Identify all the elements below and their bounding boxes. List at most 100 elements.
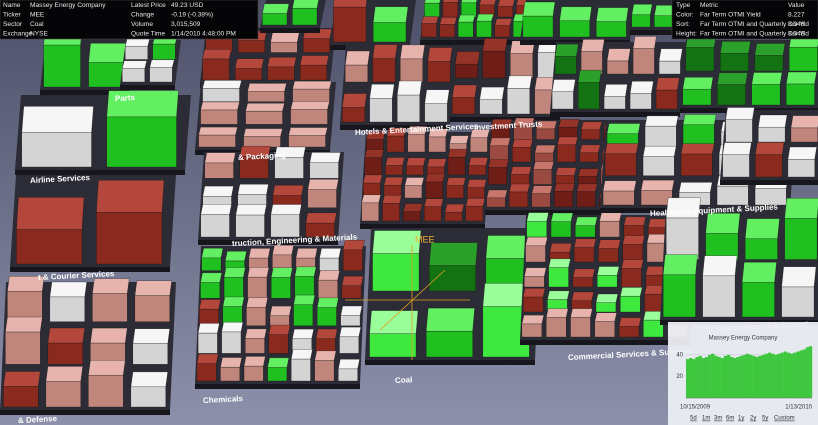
tile-top[interactable]	[784, 198, 818, 219]
tile-top[interactable]	[202, 80, 242, 89]
tile-front[interactable]	[45, 381, 81, 408]
tile-top[interactable]	[199, 299, 221, 310]
tile-front[interactable]	[751, 84, 781, 106]
tile-front[interactable]	[339, 336, 359, 354]
tile-top[interactable]	[290, 101, 330, 110]
tile-front[interactable]	[486, 197, 506, 208]
tile-front[interactable]	[88, 375, 124, 408]
tile-front[interactable]	[781, 286, 815, 318]
tile-top[interactable]	[682, 77, 714, 90]
tile-front[interactable]	[658, 60, 681, 75]
tile-front[interactable]	[202, 88, 240, 102]
tile-top[interactable]	[247, 83, 287, 92]
tile-top[interactable]	[369, 84, 395, 99]
tile-top[interactable]	[642, 146, 677, 157]
tile-top[interactable]	[406, 157, 426, 166]
tile-top[interactable]	[237, 184, 269, 195]
tile-top[interactable]	[629, 81, 654, 94]
tile-top[interactable]	[790, 115, 818, 129]
tile-top[interactable]	[658, 48, 683, 62]
tile-top[interactable]	[243, 128, 283, 137]
tile-front[interactable]	[479, 99, 503, 115]
tile-top[interactable]	[342, 240, 365, 250]
tile-top[interactable]	[293, 294, 316, 305]
tile-top[interactable]	[220, 357, 242, 368]
tile-top[interactable]	[202, 49, 232, 60]
tile-front[interactable]	[364, 157, 382, 176]
tile-top[interactable]	[200, 101, 240, 111]
tile-top[interactable]	[603, 84, 628, 97]
tile-top[interactable]	[318, 270, 340, 281]
tile-front[interactable]	[424, 2, 440, 18]
tile-top[interactable]	[460, 0, 478, 3]
tile-top[interactable]	[744, 218, 780, 239]
period-button[interactable]: 5y	[762, 416, 768, 422]
tile-front[interactable]	[204, 162, 234, 179]
tile-top[interactable]	[549, 243, 572, 253]
tile-top[interactable]	[341, 275, 364, 286]
tile-top[interactable]	[364, 149, 384, 158]
tile-top[interactable]	[531, 185, 553, 194]
tile-top[interactable]	[446, 177, 466, 186]
tile-top[interactable]	[554, 43, 579, 57]
tile-top[interactable]	[682, 114, 717, 125]
tile-top[interactable]	[362, 174, 383, 184]
tile-front[interactable]	[494, 25, 510, 38]
tile-top[interactable]	[755, 142, 785, 155]
tile-front[interactable]	[745, 238, 778, 260]
tile-front[interactable]	[292, 8, 318, 26]
tile-front[interactable]	[559, 20, 590, 38]
tile-front[interactable]	[268, 334, 289, 354]
tile-top[interactable]	[470, 129, 490, 138]
tile-front[interactable]	[596, 21, 627, 38]
tile-top[interactable]	[442, 0, 460, 3]
tile-top[interactable]	[457, 14, 476, 23]
tile-front[interactable]	[720, 53, 749, 72]
tile-top[interactable]	[754, 43, 786, 56]
tile-front[interactable]	[428, 136, 446, 153]
tile-front[interactable]	[267, 66, 295, 81]
tile-front[interactable]	[406, 165, 424, 176]
tile-top[interactable]	[361, 194, 381, 204]
tile-top[interactable]	[134, 280, 172, 296]
tile-top[interactable]	[468, 157, 489, 166]
tile-top[interactable]	[455, 51, 480, 65]
tile-front[interactable]	[290, 109, 328, 125]
tile-front[interactable]	[340, 315, 361, 326]
tile-top[interactable]	[579, 144, 601, 153]
tile-top[interactable]	[382, 195, 402, 204]
tile-top[interactable]	[576, 183, 598, 192]
tile-top[interactable]	[268, 324, 291, 335]
tile-front[interactable]	[742, 282, 775, 318]
tile-top[interactable]	[449, 135, 469, 144]
tile-front[interactable]	[786, 83, 815, 106]
tile-front[interactable]	[270, 42, 298, 53]
tile-top[interactable]	[316, 297, 339, 308]
tile-front[interactable]	[200, 282, 220, 299]
tile-front[interactable]	[488, 167, 507, 185]
tile-front[interactable]	[220, 367, 240, 382]
tile-top[interactable]	[507, 75, 532, 89]
tile-top[interactable]	[3, 371, 41, 387]
tile-front[interactable]	[386, 135, 405, 153]
tile-top[interactable]	[429, 242, 478, 266]
tile-front[interactable]	[716, 185, 749, 206]
tile-front[interactable]	[267, 367, 288, 382]
tile-front[interactable]	[243, 136, 281, 148]
tile-top[interactable]	[620, 287, 643, 297]
tile-top[interactable]	[149, 59, 175, 68]
tile-front[interactable]	[424, 206, 442, 222]
tile-front[interactable]	[309, 162, 339, 179]
tile-top[interactable]	[426, 158, 447, 168]
tile-front[interactable]	[345, 64, 368, 83]
tile-top[interactable]	[513, 117, 535, 127]
tile-front[interactable]	[784, 218, 818, 260]
tile-front[interactable]	[122, 68, 145, 83]
tile-front[interactable]	[342, 249, 363, 271]
tile-top[interactable]	[573, 238, 597, 248]
tile-front[interactable]	[623, 225, 644, 238]
tile-front[interactable]	[302, 38, 330, 53]
tile-front[interactable]	[510, 53, 533, 79]
tile-top[interactable]	[132, 328, 170, 344]
tile-top[interactable]	[292, 80, 332, 90]
